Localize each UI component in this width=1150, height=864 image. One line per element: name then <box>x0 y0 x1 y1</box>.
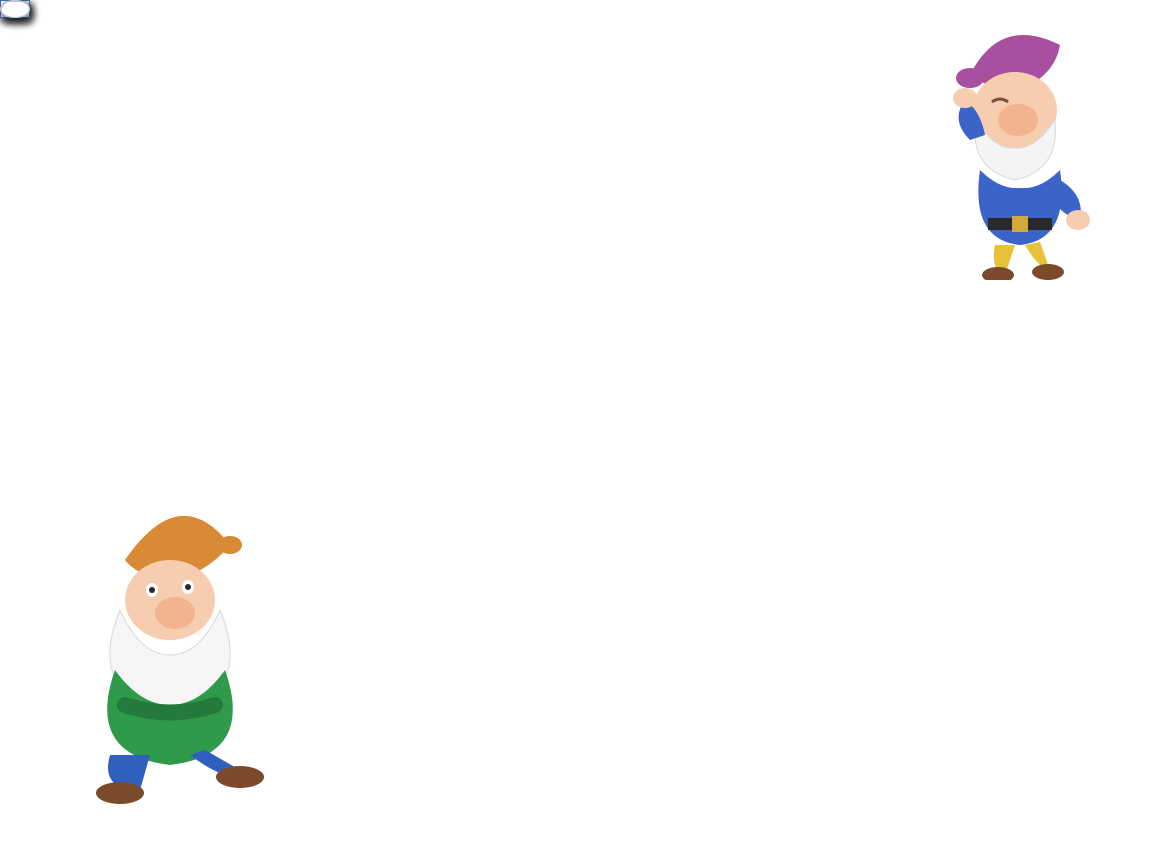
gnome-bottom-left-icon <box>30 505 320 805</box>
gnome-top-right-icon <box>910 20 1120 280</box>
result-together-node <box>0 0 30 18</box>
